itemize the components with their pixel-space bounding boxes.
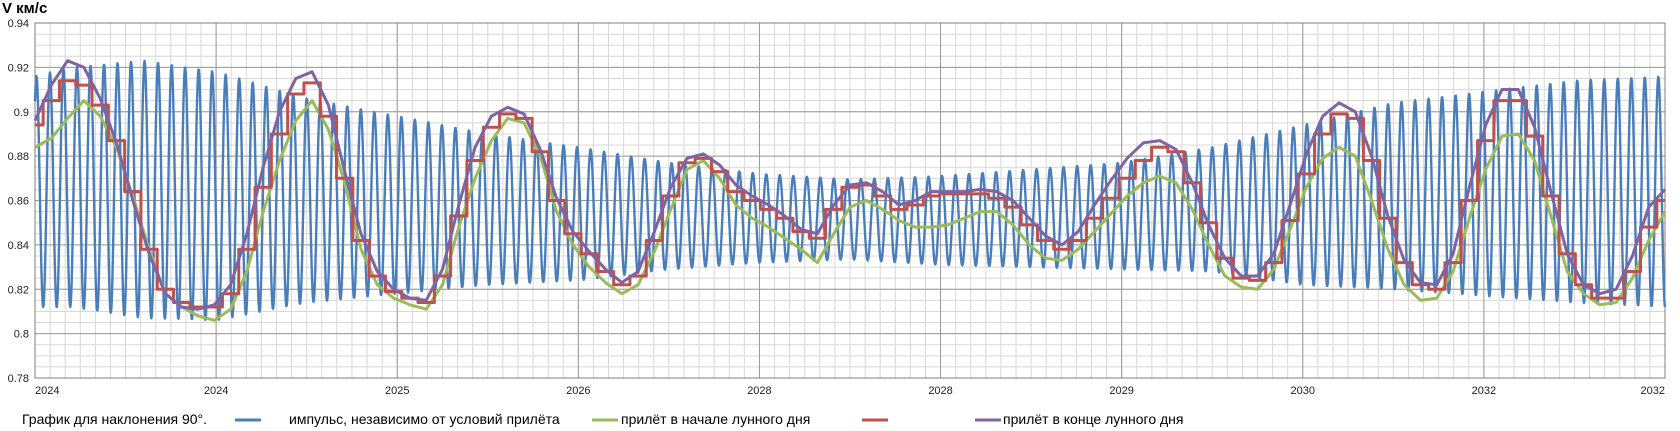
y-tick-label: 0.9: [14, 107, 29, 119]
y-tick-label: 0.8: [14, 329, 29, 341]
y-tick-label: 0.86: [8, 196, 29, 208]
series-start-of-lunar-day: [34, 99, 1667, 322]
y-tick-labels: 0.78 0.8 0.82 0.84 0.86 0.88 0.9 0.92 0.94: [8, 18, 29, 385]
legend-label: прилёт в конце лунного дня: [1003, 411, 1183, 427]
y-tick-label: 0.88: [8, 151, 29, 163]
series-impulse: [33, 59, 1667, 321]
y-tick-label: 0.78: [8, 373, 29, 385]
x-tick-label: 2030: [1291, 385, 1315, 397]
legend-label: импульс, независимо от условий прилёта: [289, 411, 560, 427]
series-lines: [33, 59, 1667, 322]
y-tick-label: 0.94: [8, 18, 29, 30]
legend-label: прилёт в начале лунного дня: [621, 411, 810, 427]
legend-caption: График для наклонения 90°.: [22, 411, 207, 427]
x-tick-label: 2026: [566, 385, 590, 397]
y-axis-title: V км/с: [2, 0, 47, 17]
legend: График для наклонения 90°. импульс, неза…: [22, 411, 1183, 427]
y-tick-label: 0.84: [8, 240, 29, 252]
x-tick-label: 2025: [385, 385, 409, 397]
y-tick-label: 0.82: [8, 284, 29, 296]
y-tick-label: 0.92: [8, 62, 29, 74]
series-end-of-lunar-day: [33, 59, 1667, 311]
x-tick-label: 2028: [747, 385, 771, 397]
x-tick-label: 2024: [35, 385, 59, 397]
series-unnamed: [35, 79, 1665, 309]
x-tick-label: 2028: [928, 385, 952, 397]
x-tick-label: 2032: [1472, 385, 1496, 397]
x-tick-label: 2029: [1109, 385, 1133, 397]
x-tick-label: 2032: [1641, 385, 1665, 397]
x-tick-label: 2024: [204, 385, 228, 397]
x-tick-labels: 2024 2024 2025 2026 2028 2028 2029 2030 2032 2032: [35, 385, 1665, 397]
